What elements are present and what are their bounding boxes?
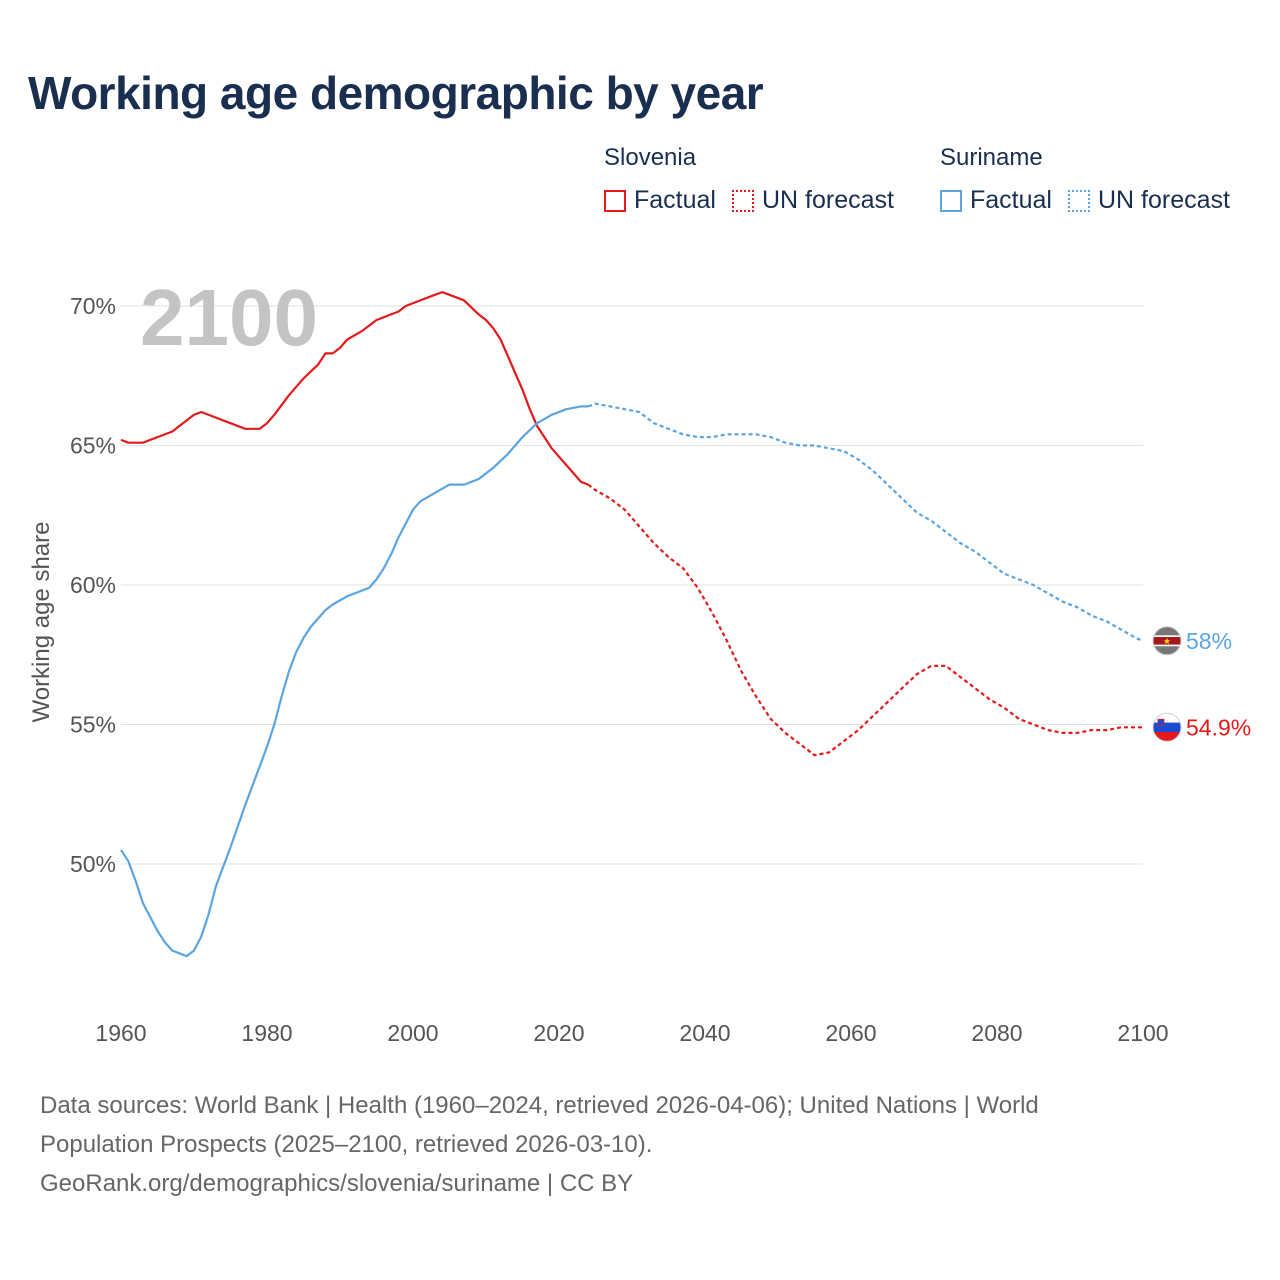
y-tick-label: 60% xyxy=(70,572,116,598)
x-tick-label: 1980 xyxy=(241,1020,292,1046)
x-tick-label: 2060 xyxy=(825,1020,876,1046)
x-tick-label: 1960 xyxy=(95,1020,146,1046)
suriname-flag-icon xyxy=(1153,627,1181,655)
footer: Data sources: World Bank | Health (1960–… xyxy=(40,1086,1039,1203)
slovenia-flag-icon xyxy=(1153,713,1181,741)
grid-lines xyxy=(121,306,1143,864)
y-tick-label: 65% xyxy=(70,433,116,459)
x-tick-label: 2040 xyxy=(679,1020,730,1046)
series-line-suriname-factual xyxy=(121,406,588,956)
x-axis-ticks: 1960 1980 2000 2020 2040 2060 2080 2100 xyxy=(95,1020,1168,1046)
x-tick-label: 2080 xyxy=(971,1020,1022,1046)
y-tick-label: 55% xyxy=(70,712,116,738)
series-line-slovenia-forecast xyxy=(588,485,1143,756)
y-axis-ticks: 50% 55% 60% 65% 70% xyxy=(70,293,116,877)
end-value-label-slovenia: 54.9% xyxy=(1186,714,1251,740)
series-line-suriname-forecast xyxy=(588,404,1143,641)
y-tick-label: 50% xyxy=(70,851,116,877)
series-lines xyxy=(121,292,1143,956)
x-tick-label: 2020 xyxy=(533,1020,584,1046)
x-tick-label: 2100 xyxy=(1117,1020,1168,1046)
x-tick-label: 2000 xyxy=(387,1020,438,1046)
y-tick-label: 70% xyxy=(70,293,116,319)
y-axis-title: Working age share xyxy=(28,522,56,723)
end-value-label-suriname: 58% xyxy=(1186,628,1232,654)
footer-attribution-link[interactable]: GeoRank.org/demographics/slovenia/surina… xyxy=(40,1164,1039,1203)
end-markers: 54.9% 58% xyxy=(1153,627,1251,742)
year-watermark: 2100 xyxy=(140,272,318,364)
footer-sources-line-1: Data sources: World Bank | Health (1960–… xyxy=(40,1086,1039,1125)
footer-sources-line-2: Population Prospects (2025–2100, retriev… xyxy=(40,1125,1039,1164)
